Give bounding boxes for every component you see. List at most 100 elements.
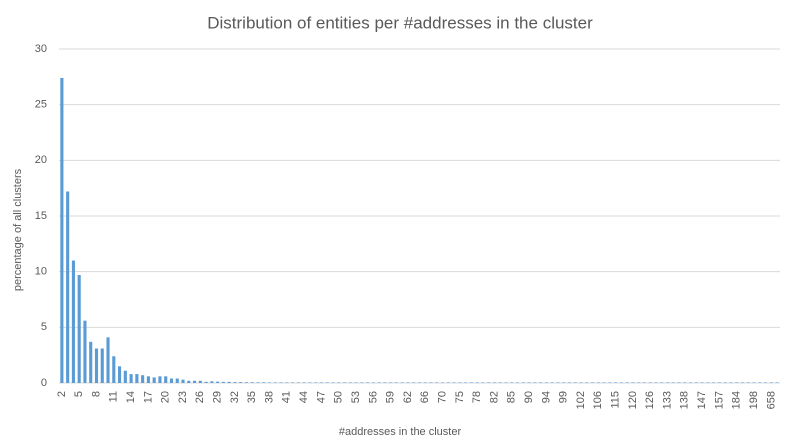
bar [216,381,220,383]
bar [100,348,104,383]
y-tick-label: 25 [35,99,47,111]
bar [441,382,445,383]
bar [619,382,623,383]
bar [308,382,312,383]
bar [735,382,739,383]
bar [562,382,566,383]
bar [244,382,249,383]
bar [146,376,150,383]
y-tick-label: 15 [35,210,47,222]
x-tick-label: 99 [558,391,570,403]
bar [712,382,716,383]
y-tick-label: 0 [41,377,47,389]
bar [544,382,548,383]
bar [118,366,122,383]
bar [383,382,387,383]
bar [527,382,531,383]
bar [319,382,324,383]
bar [775,382,779,383]
bar [481,382,485,383]
bar [585,382,589,383]
x-tick-label: 133 [661,391,673,409]
bar [683,382,687,383]
bar [498,382,502,383]
bar [614,382,618,383]
bar [337,382,341,383]
bar [464,382,468,383]
bar [377,382,381,383]
y-tick-label: 20 [35,154,47,166]
x-tick-label: 62 [402,391,414,403]
bar [291,382,295,383]
bar [262,382,266,383]
bar [371,382,375,383]
bar [694,382,698,383]
bar [221,381,225,383]
x-tick-label: 138 [679,391,691,409]
x-tick-label: 44 [298,391,310,403]
bar [458,382,462,383]
x-tick-label: 5 [73,391,85,397]
x-tick-label: 26 [194,391,206,403]
bar [77,275,81,383]
x-tick-label: 41 [281,391,293,403]
bar [227,381,231,383]
x-tick-label: 66 [419,391,431,403]
y-tick-label: 5 [41,321,47,333]
bar [123,370,127,383]
chart-title: Distribution of entities per #addresses … [207,13,593,32]
x-tick-label: 126 [644,391,656,409]
bar [492,382,497,383]
bar [83,320,87,383]
x-tick-label: 32 [229,391,241,403]
bar [158,376,162,383]
bar [631,382,635,383]
bar [596,382,600,383]
bar [567,382,572,383]
x-tick-label: 102 [575,391,587,409]
bar [590,382,595,383]
bar [112,356,116,383]
bar [539,382,543,383]
bar [769,382,773,383]
bar [204,381,208,383]
x-tick-label: 2 [56,391,68,397]
bar [285,382,289,383]
bar [314,382,318,383]
bar [452,382,456,383]
y-axis-label: percentage of all clusters [12,168,24,291]
x-tick-label: 78 [471,391,483,403]
bar [394,382,398,383]
bar [723,382,727,383]
bar [515,382,520,383]
bar [764,382,768,383]
x-tick-label: 85 [506,391,518,403]
bar [273,382,277,383]
y-tick-label: 30 [35,43,47,55]
bar [348,382,352,383]
bar [758,382,762,383]
bar [521,382,525,383]
bar [625,382,629,383]
x-tick-label: 115 [610,391,622,409]
x-tick-label: 23 [177,391,189,403]
x-tick-label: 198 [748,391,760,409]
bar [181,379,185,383]
bar [89,341,93,383]
bar [342,382,347,383]
bar [94,348,99,383]
bar [487,382,491,383]
bar [740,382,745,383]
bar [302,382,306,383]
bar [135,374,139,383]
bar [642,382,647,383]
bar [654,382,658,383]
bar [279,382,283,383]
x-tick-label: 147 [696,391,708,409]
bar [250,382,254,383]
bar [412,382,416,383]
x-tick-label: 8 [90,391,102,397]
bar [746,382,750,383]
x-tick-label: 120 [627,391,639,409]
